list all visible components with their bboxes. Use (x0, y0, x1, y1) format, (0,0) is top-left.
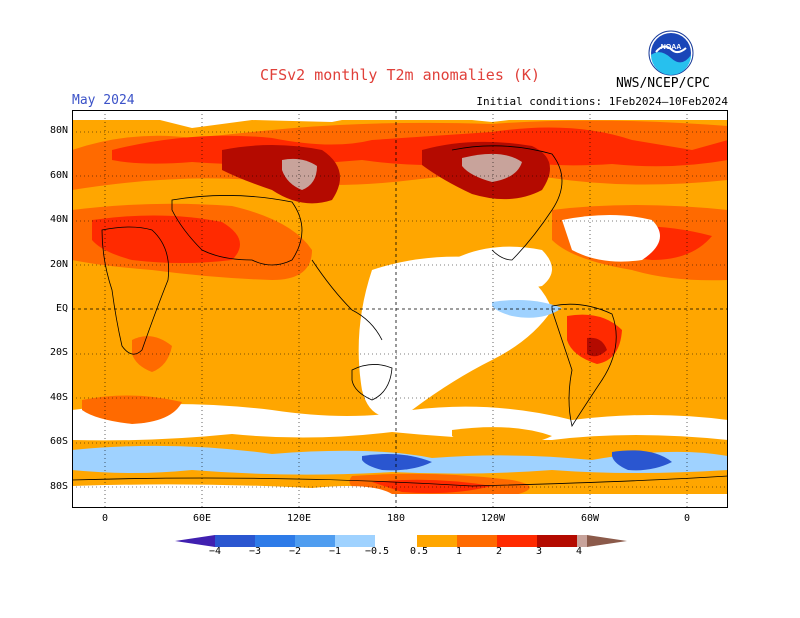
lat-label: EQ (55, 303, 68, 314)
colorbar-label: 3 (535, 546, 543, 557)
lat-label: 20S (49, 347, 68, 358)
organization-label: NWS/NCEP/CPC (616, 76, 710, 91)
colorbar-label: −0.5 (364, 546, 390, 557)
colorbar-label: −1 (328, 546, 342, 557)
colorbar-label: −2 (288, 546, 302, 557)
lat-label: 40S (49, 392, 68, 403)
colorbar-label: 1 (455, 546, 463, 557)
lat-label: 80N (49, 125, 68, 136)
lon-label: 60W (580, 513, 600, 524)
lat-label: 80S (49, 481, 68, 492)
coastlines (71, 145, 729, 487)
colorbar (175, 533, 627, 553)
lat-label: 60N (49, 170, 68, 181)
lon-label: 180 (386, 513, 406, 524)
colorbar-lower-arrow (175, 535, 215, 547)
lon-label: 120E (286, 513, 312, 524)
logo-text: NOAA (661, 44, 682, 51)
noaa-logo-icon: NOAA (648, 30, 694, 80)
equator-dateline (72, 110, 728, 508)
colorbar-label: 4 (575, 546, 583, 557)
colorbar-label: 0.5 (409, 546, 429, 557)
map-title: CFSv2 monthly T2m anomalies (K) (260, 66, 540, 84)
colorbar-upper-arrow (587, 535, 627, 547)
lat-label: 40N (49, 214, 68, 225)
lon-label: 0 (683, 513, 691, 524)
anomaly-map (71, 110, 729, 512)
lat-label: 20N (49, 259, 68, 270)
forecast-period: May 2024 (72, 93, 135, 108)
colorbar-label: −4 (208, 546, 222, 557)
colorbar-label: 2 (495, 546, 503, 557)
lat-label: 60S (49, 436, 68, 447)
colorbar-label: −3 (248, 546, 262, 557)
map-grid (72, 110, 728, 508)
initial-conditions: Initial conditions: 1Feb2024–10Feb2024 (476, 95, 728, 108)
lon-label: 0 (101, 513, 109, 524)
lon-label: 60E (192, 513, 212, 524)
lon-label: 120W (480, 513, 506, 524)
map-frame (72, 110, 728, 508)
map-canvas (71, 110, 729, 508)
